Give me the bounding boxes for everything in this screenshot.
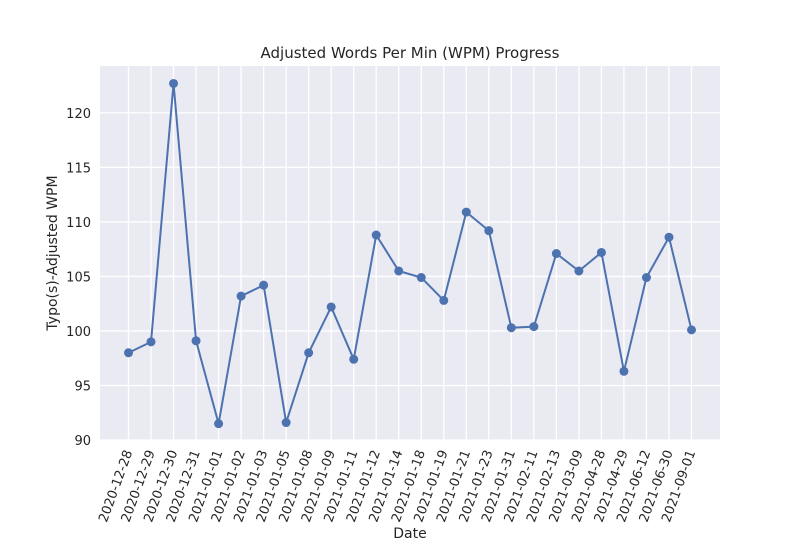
data-point — [439, 295, 449, 305]
x-axis-label: Date — [393, 526, 426, 542]
data-series — [124, 78, 696, 429]
y-tick-label: 120 — [66, 107, 91, 122]
data-point — [641, 273, 651, 283]
data-point — [484, 226, 494, 236]
y-tick-label: 100 — [66, 325, 91, 340]
y-tick-label: 105 — [66, 270, 91, 285]
x-axis-ticks: 2020-12-282020-12-292020-12-302020-12-31… — [96, 448, 699, 524]
data-point — [506, 323, 516, 333]
data-point — [146, 337, 156, 347]
data-point — [416, 273, 426, 283]
data-point — [124, 348, 133, 358]
data-point — [619, 366, 629, 376]
data-point — [664, 232, 674, 242]
data-point — [529, 322, 539, 332]
plot-area — [100, 66, 720, 440]
y-tick-label: 115 — [66, 161, 91, 176]
grid-lines — [100, 66, 720, 441]
data-point — [461, 207, 471, 217]
data-point — [259, 280, 269, 290]
y-tick-label: 95 — [74, 379, 91, 394]
data-point — [394, 266, 404, 276]
data-point — [326, 302, 336, 312]
data-point — [214, 419, 224, 429]
series-line — [128, 82, 693, 425]
data-point — [574, 266, 584, 276]
chart-title: Adjusted Words Per Min (WPM) Progress — [261, 44, 560, 62]
data-point — [596, 247, 606, 257]
data-point — [687, 325, 696, 335]
data-point — [236, 291, 246, 301]
data-point — [371, 230, 381, 240]
data-point — [169, 78, 179, 88]
data-point — [304, 348, 314, 358]
data-point — [281, 418, 291, 428]
data-point — [551, 249, 561, 259]
y-tick-label: 90 — [74, 434, 91, 449]
y-axis-label: Typo(s)-Adjusted WPM — [45, 175, 61, 331]
y-axis-ticks: 90 95 100 105 110 115 120 — [66, 107, 91, 449]
data-point — [191, 336, 201, 346]
y-tick-label: 110 — [66, 216, 91, 231]
data-point — [349, 354, 359, 364]
